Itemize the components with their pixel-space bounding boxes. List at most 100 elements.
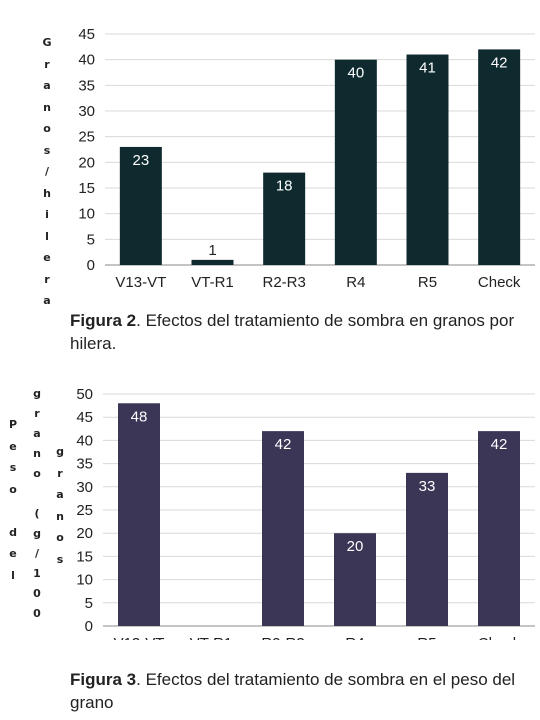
- axis-label-letter: r: [34, 407, 40, 420]
- data-label: 23: [132, 152, 149, 169]
- axis-label-letter: (: [34, 507, 40, 520]
- bar: [118, 403, 160, 626]
- axis-label-letter: s: [9, 461, 17, 474]
- data-label: 42: [491, 436, 508, 453]
- data-label: 18: [276, 178, 293, 195]
- y-tick-label: 10: [76, 572, 93, 589]
- y-tick-label: 35: [76, 456, 93, 473]
- axis-label-letter: i: [45, 208, 49, 221]
- caption-label: Figura 3: [70, 670, 137, 689]
- axis-label-letter: s: [43, 143, 51, 157]
- x-tick-label: R5: [417, 635, 436, 640]
- axis-label-letter: a: [43, 79, 51, 92]
- data-label: 1: [208, 242, 216, 259]
- bar: [191, 259, 234, 265]
- x-tick-label: VT-R1: [190, 635, 233, 640]
- figure-caption-3: Figura 3. Efectos del tratamiento de som…: [70, 668, 535, 714]
- caption-text: . Efectos del tratamiento de sombra en g…: [70, 311, 515, 353]
- axis-label-letter: o: [9, 482, 17, 496]
- data-label: 41: [419, 60, 436, 77]
- y-tick-label: 40: [78, 52, 95, 69]
- y-tick-label: 0: [85, 618, 93, 635]
- axis-label-letter: g: [33, 387, 41, 400]
- data-label: 42: [491, 54, 508, 71]
- x-tick-label: R2-R3: [262, 274, 305, 291]
- y-tick-label: 30: [78, 103, 95, 120]
- y-tick-label: 15: [78, 180, 95, 197]
- x-tick-label: V13-VT: [114, 635, 165, 640]
- axis-label-letter: r: [44, 57, 50, 71]
- bar-chart-peso-del-grano: 0 5 10 15 20 25 30 35 40 45 50 48 V13-VT VT-R1 42 R2-R3…: [76, 386, 535, 640]
- y-tick-label: 40: [76, 432, 93, 449]
- data-label: 33: [419, 478, 436, 495]
- axis-label-letter: 0: [33, 587, 41, 600]
- x-tick-label: R4: [345, 635, 364, 640]
- data-label: 48: [131, 408, 148, 425]
- axis-label-letter: /: [44, 165, 50, 178]
- y-tick-label: 30: [76, 479, 93, 496]
- y-tick-label: 5: [87, 231, 95, 248]
- axis-label-letter: a: [43, 294, 51, 307]
- axis-label-letter: r: [44, 272, 50, 286]
- axis-label-letter: l: [45, 229, 49, 243]
- y-tick-label: 45: [76, 409, 93, 426]
- axis-label-letter: e: [9, 547, 17, 560]
- data-label: 20: [347, 538, 364, 555]
- axis-label-letter: o: [33, 467, 41, 480]
- x-tick-label: R4: [346, 274, 365, 291]
- y-tick-label: 25: [76, 502, 93, 519]
- bar: [406, 54, 449, 266]
- axis-label-letter: G: [42, 36, 52, 49]
- figure-caption-2: Figura 2. Efectos del tratamiento de som…: [70, 309, 535, 355]
- y-tick-label: 35: [78, 77, 95, 94]
- axis-label-letter: n: [43, 100, 51, 114]
- axis-label-letter: n: [33, 447, 41, 460]
- axis-label-letter: o: [56, 531, 64, 544]
- x-tick-label: VT-R1: [191, 274, 234, 291]
- axis-label-letter: l: [11, 568, 15, 582]
- data-label: 40: [347, 65, 364, 82]
- axis-label-letter: 0: [33, 607, 41, 620]
- axis-label-letter: e: [43, 251, 51, 264]
- axis-label-letter: a: [56, 488, 64, 501]
- caption-text: . Efectos del tratamiento de sombra en e…: [70, 670, 516, 712]
- y-tick-label: 15: [76, 548, 93, 565]
- y-tick-label: 20: [76, 525, 93, 542]
- x-tick-label: V13-VT: [115, 274, 166, 291]
- bar: [334, 533, 376, 626]
- bar: [334, 59, 377, 265]
- x-tick-label: Check: [478, 274, 521, 291]
- axis-label-letter: g: [33, 527, 41, 540]
- axis-label-letter: 1: [33, 567, 41, 580]
- bar: [263, 172, 306, 265]
- data-label: 42: [275, 436, 292, 453]
- axis-label-letter: /: [34, 547, 40, 560]
- axis-label-letter: P: [8, 418, 18, 431]
- caption-label: Figura 2: [70, 311, 137, 330]
- bar: [262, 431, 304, 626]
- y-tick-label: 25: [78, 129, 95, 146]
- axis-label-letter: r: [57, 466, 63, 480]
- axis-label-letter: a: [33, 427, 41, 440]
- x-tick-label: R5: [418, 274, 437, 291]
- y-tick-label: 20: [78, 154, 95, 171]
- axis-label-letter: e: [9, 439, 17, 453]
- y-tick-label: 45: [78, 26, 95, 43]
- y-tick-label: 10: [78, 206, 95, 223]
- axis-label-letter: o: [43, 122, 51, 135]
- bar: [406, 472, 448, 626]
- y-tick-label: 5: [85, 595, 93, 612]
- y-tick-label: 50: [76, 386, 93, 403]
- x-tick-label: Check: [478, 635, 521, 640]
- axis-label-letter: s: [56, 552, 64, 566]
- y-tick-label: 0: [87, 257, 95, 274]
- bar: [119, 146, 162, 265]
- axis-label-letter: n: [56, 509, 64, 523]
- x-tick-label: R2-R3: [261, 635, 304, 640]
- bar-chart-granos-por-hilera: 0 5 10 15 20 25 30 35 40 45 23 V13-VT 1 VT-R1 18 R2-R3 4…: [78, 26, 535, 291]
- axis-label-letter: h: [43, 186, 51, 200]
